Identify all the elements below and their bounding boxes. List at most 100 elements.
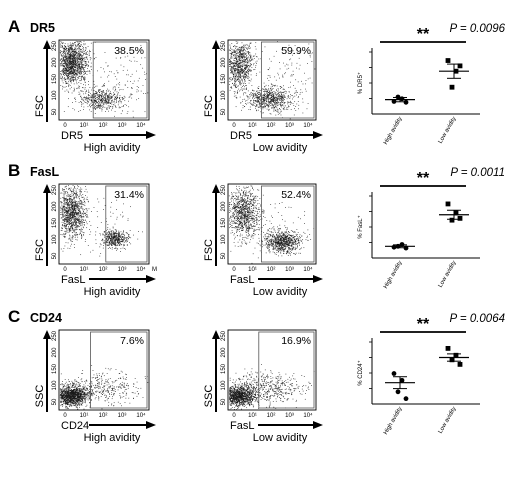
data-point [403,396,409,402]
x-tick-label: 10⁴ [303,122,313,129]
y-tick-label: 100 [221,90,227,101]
group-low-avidity: Low avidity [438,345,469,435]
x-tick-label: 10³ [118,413,127,419]
y-tick-label: 50 [52,252,58,259]
gate-percent: 31.4% [114,189,144,201]
condition-label: High avidity [84,286,141,298]
x-tick-label: 10⁴ [136,412,146,419]
data-point [391,99,397,104]
y-tick-label: 50 [221,108,227,115]
y-tick-label: 150 [221,363,227,374]
summary-y-label: % CD24⁺ [357,360,364,386]
gate-box [260,41,315,119]
data-point [403,99,409,105]
gate-box [92,41,148,119]
condition-label: High avidity [84,142,141,154]
gate-box [258,331,315,409]
x-arrowhead [146,131,156,139]
y-tick-label: 100 [52,234,58,245]
summary-plot: % DR5⁺ ** P = 0.0096 High avidity Low avidit… [357,23,506,146]
gate-box [260,185,315,263]
x-tick-label: 10³ [118,267,127,273]
y-axis-label: SSC [34,385,46,408]
gate-percent: 52.4% [281,189,311,201]
panel-letter: C [8,307,20,326]
data-point [453,352,459,358]
x-tick-label: 0 [63,413,67,419]
gate-percent: 38.5% [114,45,144,57]
y-tick-label: 200 [221,201,227,212]
data-point [395,243,401,249]
y-tick-label: 150 [52,363,58,374]
x-arrowhead [313,421,323,429]
data-point [449,84,455,90]
category-label: Low avidity [438,260,458,289]
group-low-avidity: Low avidity [438,201,469,289]
category-label: Low avidity [438,406,458,435]
x-tick-label: 10³ [118,123,127,129]
panel-a: A DR5 38.5% 50 100 150 200 250 0 10¹ 10² 10³ 10⁴ FSC D… [8,17,506,154]
x-tick-label: 10¹ [80,413,89,419]
event-dots [59,40,149,118]
y-axis-label: SSC [203,385,215,408]
event-dots [228,41,316,120]
x-tick-label: 0 [232,267,236,273]
y-tick-label: 100 [52,90,58,101]
data-point [457,215,463,221]
summary-plot: % FasL⁺ ** P = 0.0011 High avidity Low avidi… [357,167,505,290]
data-point [391,371,397,376]
data-point [445,345,451,351]
x-tick-label: 10³ [285,267,294,273]
y-tick-label: 250 [221,184,227,195]
y-tick-label: 250 [52,40,58,51]
x-axis-label: FasL [61,274,85,286]
y-axis-label: FSC [34,95,46,117]
x-tick-label: 10² [99,267,108,273]
significance-stars: ** [417,26,430,43]
y-arrowhead [43,184,51,193]
panel-letter: B [8,161,20,180]
x-tick-label: 0 [63,123,67,129]
category-label: High avidity [383,260,404,290]
y-tick-label: 200 [221,347,227,358]
data-point [445,58,451,63]
plot-frame [227,183,317,265]
condition-label: Low avidity [253,286,308,298]
event-dots [60,185,143,257]
y-tick-label: 250 [221,40,227,51]
y-tick-label: 150 [52,73,58,84]
x-tick-label: 10² [99,123,108,129]
y-arrowhead [212,184,220,193]
y-axis-label: FSC [203,239,215,261]
y-tick-label: 50 [52,108,58,115]
y-arrowhead [212,330,220,339]
data-point [453,210,459,216]
y-tick-label: 100 [52,380,58,391]
x-arrowhead [313,131,323,139]
data-point [449,357,455,363]
data-point [399,242,405,247]
x-tick-label: 10⁴ [136,266,146,273]
y-tick-label: 50 [221,398,227,405]
y-tick-label: 250 [52,184,58,195]
plot-frame [227,329,317,411]
y-tick-label: 150 [52,217,58,228]
summary-plot: % CD24⁺ ** P = 0.0064 High avidity Low avidi… [357,313,505,436]
condition-label: Low avidity [253,432,308,444]
y-arrowhead [43,40,51,49]
y-tick-label: 250 [52,330,58,341]
y-tick-label: 150 [221,217,227,228]
x-axis-label: CD24 [61,420,89,432]
x-tick-label: 10² [267,123,276,129]
data-point [457,361,463,367]
x-tick-label: 0 [232,123,236,129]
gate-box [105,185,148,263]
category-label: High avidity [383,116,404,146]
condition-label: Low avidity [253,142,308,154]
x-arrowhead [146,275,156,283]
x-tick-label: 10³ [285,123,294,129]
data-point [445,201,451,207]
x-tick-label: 0 [232,413,236,419]
p-value: P = 0.0096 [449,23,505,35]
x-axis-end-label: M [152,267,157,273]
